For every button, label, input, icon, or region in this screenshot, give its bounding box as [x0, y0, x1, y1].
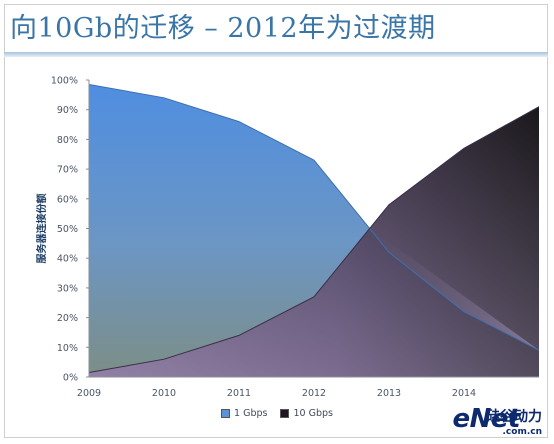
y-tick-label: 100%: [51, 76, 78, 87]
y-tick-label: 40%: [57, 254, 78, 265]
x-tick-label: 2011: [227, 388, 251, 399]
y-tick-label: 30%: [57, 283, 78, 294]
x-tick-label: 2013: [377, 388, 401, 399]
y-axis-label: 服务器连接份额: [35, 194, 48, 264]
legend-label-10gbps: 10 Gbps: [293, 408, 333, 419]
y-tick-label: 50%: [57, 224, 78, 235]
series-area-1gbps-overlap: [370, 228, 539, 351]
chart-legend: 1 Gbps 10 Gbps: [0, 408, 554, 421]
x-tick-label: 2014: [452, 388, 476, 399]
legend-label-1gbps: 1 Gbps: [234, 408, 268, 419]
legend-item-10gbps: 10 Gbps: [280, 408, 333, 419]
x-tick-label: 2010: [152, 388, 176, 399]
logo-cn-text: 硅谷动力: [486, 409, 542, 425]
series-area-10gbps-shade: [89, 106, 539, 377]
y-tick-label: 60%: [57, 194, 78, 205]
enet-logo: eNet 硅谷动力 .com.cn: [418, 404, 548, 438]
legend-swatch-1gbps: [221, 409, 231, 418]
y-tick-label: 70%: [57, 165, 78, 176]
y-tick-label: 10%: [57, 343, 78, 354]
logo-main-text: eNet: [452, 404, 521, 434]
y-tick-label: 90%: [57, 105, 78, 116]
logo-sub-text: .com.cn: [502, 427, 542, 437]
y-tick-label: 20%: [57, 313, 78, 324]
x-tick-label: 2009: [77, 388, 101, 399]
series-line-10gbps: [88, 106, 540, 373]
x-tick-label: 2012: [302, 388, 326, 399]
y-tick-label: 80%: [57, 135, 78, 146]
y-tick-label: 0%: [63, 373, 78, 384]
legend-swatch-10gbps: [280, 409, 290, 418]
legend-item-1gbps: 1 Gbps: [221, 408, 267, 419]
series-line-1gbps: [88, 84, 540, 351]
title-underline: [4, 52, 548, 57]
slide-title: 向10Gb的迁移 – 2012年为过渡期: [10, 13, 436, 44]
